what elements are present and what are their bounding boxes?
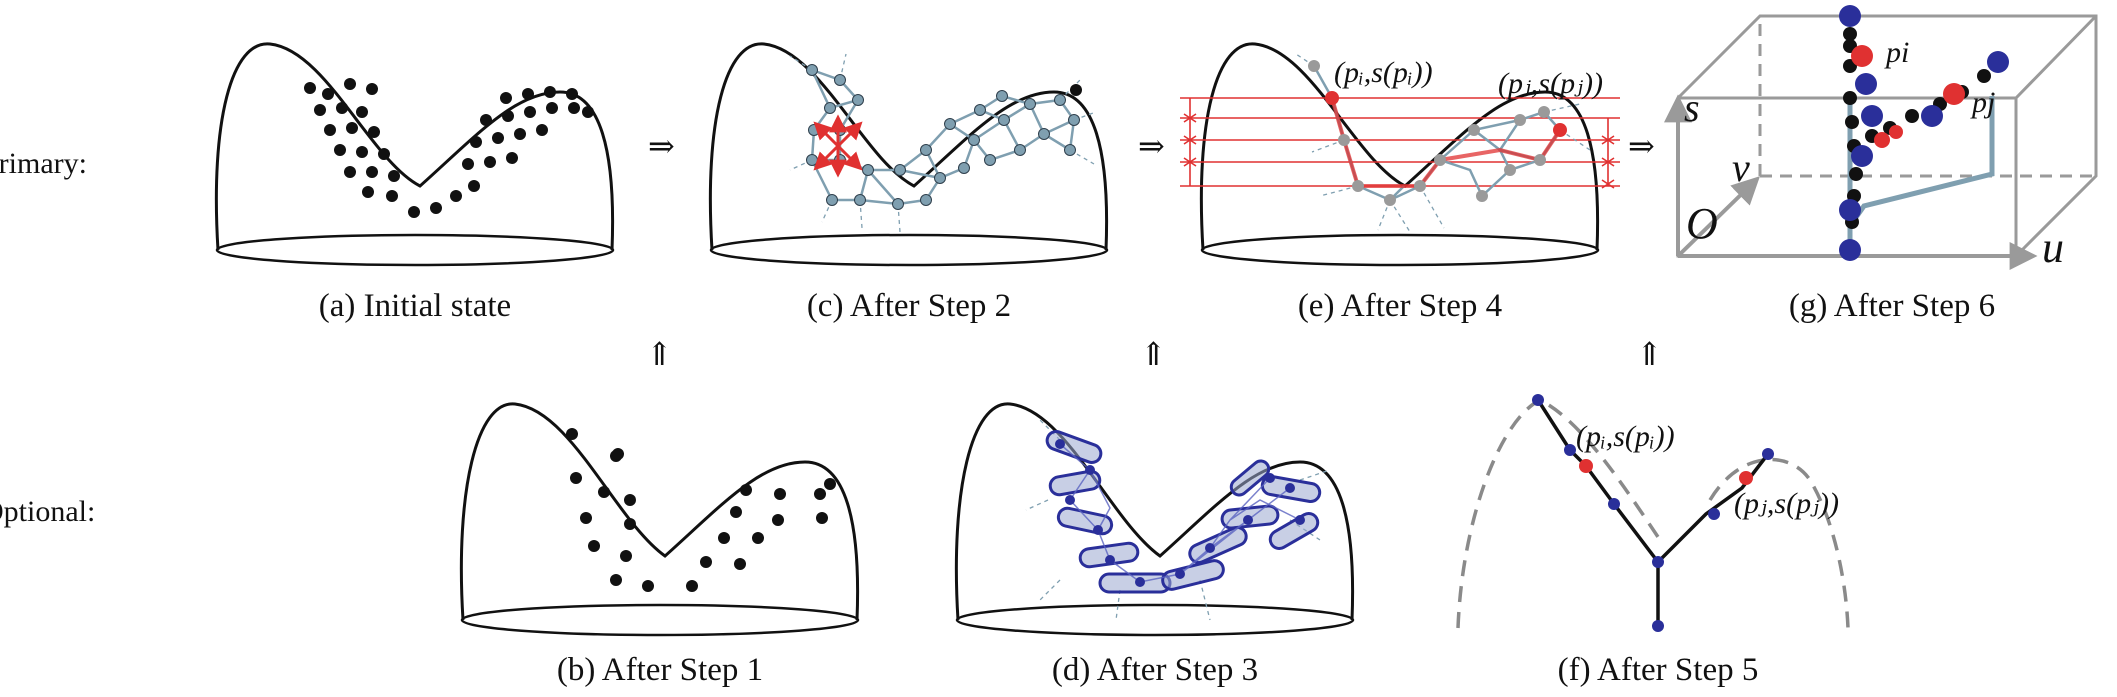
row-label-primary: Primary: — [0, 147, 87, 180]
panel-f-point-pi — [1579, 459, 1593, 473]
panel-c-after-step-2 — [708, 42, 1109, 267]
caption-f: (f) After Step 5 — [1557, 652, 1759, 688]
panel-f-label-pj: (pⱼ,s(pⱼ)) — [1734, 487, 1839, 520]
arrow-right-e-to-g: ⇒ — [1628, 128, 1655, 164]
panel-e-red-path — [1330, 97, 1562, 188]
caption-e: (e) After Step 4 — [1297, 288, 1503, 324]
panel-a-initial-state — [214, 42, 615, 267]
panel-g-chain-main — [1843, 27, 1991, 229]
panel-f-label-pi: (pᵢ,s(pᵢ)) — [1576, 420, 1675, 453]
panel-e-label-pi: (pᵢ,s(pᵢ)) — [1334, 56, 1433, 89]
panel-a-base-ellipse — [215, 233, 615, 267]
arrow-right-c-to-e: ⇒ — [1138, 128, 1165, 164]
panel-g-red-points — [1851, 45, 1965, 148]
arrow-up-f-to-e: ⇑ — [1636, 336, 1663, 372]
panel-g-axis-O-label: O — [1686, 199, 1718, 248]
panel-g-point-pi-label: pi — [1886, 36, 1910, 69]
panel-b-after-step-1 — [459, 402, 860, 637]
caption-d: (d) After Step 3 — [1051, 652, 1259, 688]
panel-g-point-pj-label: pj — [1972, 86, 1996, 119]
row-label-optional: Optional: — [0, 495, 96, 528]
panel-d-after-step-3 — [954, 402, 1355, 637]
panel-f-point-pj — [1739, 471, 1753, 485]
panel-e-point-pj — [1553, 123, 1567, 137]
panel-g-axis-v-label: v — [1732, 145, 1750, 190]
panel-c-dome — [708, 42, 1109, 251]
panel-e-tick-marks — [1183, 113, 1615, 189]
panel-g-axis-s-label: s — [1684, 85, 1700, 130]
panel-a-dome — [214, 42, 615, 251]
caption-b: (b) After Step 1 — [556, 652, 764, 688]
arrow-up-d-to-c: ⇑ — [1140, 336, 1167, 372]
panel-e-point-pi — [1325, 91, 1339, 105]
panel-d-vertices — [1055, 439, 1305, 587]
panel-a-points — [304, 78, 594, 218]
panel-e-after-step-4 — [1180, 42, 1620, 267]
panel-b-dome — [459, 402, 860, 621]
panel-f-blue-points — [1532, 394, 1774, 632]
panel-e-base-ellipse — [1200, 233, 1600, 267]
caption-c: (c) After Step 2 — [806, 288, 1012, 324]
panel-e-dome — [1199, 42, 1600, 251]
panel-g-blue-points — [1839, 5, 2009, 261]
panel-g-axis-u-label: u — [2042, 223, 2064, 272]
panel-f-dashed-dome-right — [1708, 457, 1850, 629]
arrow-up-b-to-a: ⇑ — [646, 336, 673, 372]
panel-c-red-arrows — [813, 114, 863, 178]
panel-g-hidden-edges — [1758, 16, 2096, 178]
caption-a: (a) Initial state — [318, 288, 512, 324]
arrow-right-a-to-c: ⇒ — [648, 128, 675, 164]
caption-g: (g) After Step 6 — [1788, 288, 1996, 324]
panel-c-base-ellipse — [709, 233, 1109, 267]
panel-e-vertices — [1308, 60, 1550, 206]
panel-f-after-step-5 — [1456, 394, 1850, 632]
panel-b-points — [566, 428, 836, 592]
panel-d-dome — [954, 402, 1355, 621]
panel-c-mesh — [810, 68, 1076, 206]
panel-e-mesh-dashes — [1295, 53, 1591, 233]
panel-b-base-ellipse — [460, 603, 860, 637]
panel-g-after-step-6 — [1664, 5, 2098, 270]
panel-d-mesh — [1059, 443, 1301, 583]
panel-d-base-ellipse — [955, 603, 1355, 637]
panel-e-label-pj: (pⱼ,s(pⱼ)) — [1498, 67, 1603, 100]
panel-c-mesh-dashes — [789, 53, 1097, 233]
